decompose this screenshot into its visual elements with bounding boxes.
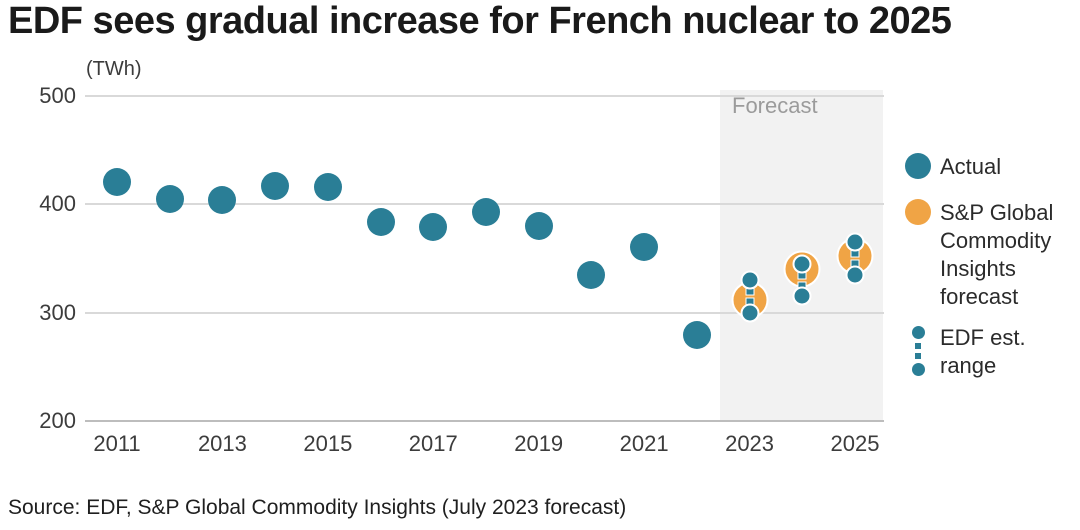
data-point-range-low-2025 — [845, 265, 865, 285]
legend-label-line: range — [940, 353, 997, 378]
legend-label-line: EDF est. — [940, 325, 1026, 350]
gridline-300 — [85, 311, 884, 314]
y-tick-label-300: 300 — [39, 299, 76, 325]
y-tick-label-500: 500 — [39, 83, 76, 108]
y-tick-label-200: 200 — [39, 408, 76, 433]
data-point-actual-2013 — [208, 186, 237, 214]
data-point-actual-2020 — [577, 260, 606, 289]
legend-label-sp-forecast: S&P Global Commodity Insights forecast — [940, 199, 1053, 311]
data-point-actual-2015 — [313, 173, 342, 201]
data-point-actual-2016 — [366, 207, 395, 236]
x-tick-label-2023: 2023 — [725, 431, 775, 456]
forecast-region-label: Forecast — [732, 93, 818, 118]
source-note: Source: EDF, S&P Global Commodity Insigh… — [8, 496, 627, 519]
y-axis-unit-label: (TWh) — [86, 58, 142, 80]
data-point-range-high-2023 — [740, 270, 760, 290]
data-point-range-high-2025 — [845, 232, 865, 252]
x-tick-label-2013: 2013 — [197, 431, 247, 456]
data-point-actual-2022 — [682, 321, 711, 350]
x-tick-label-2011: 2011 — [93, 431, 141, 456]
legend-label-actual: Actual — [940, 154, 1002, 179]
actual-dot-icon — [905, 153, 931, 179]
x-tick-label-2015: 2015 — [303, 431, 353, 456]
data-point-range-low-2023 — [740, 303, 760, 323]
chart-title: EDF sees gradual increase for French nuc… — [8, 0, 952, 42]
data-point-range-high-2024 — [792, 254, 812, 274]
legend: Actual S&P Global Commodity Insights for… — [905, 0, 1080, 530]
data-point-actual-2021 — [630, 232, 659, 261]
gridline-500 — [85, 95, 884, 97]
data-point-actual-2017 — [419, 213, 448, 242]
data-point-actual-2018 — [471, 197, 500, 226]
range-dots-icon — [911, 326, 925, 376]
data-point-actual-2019 — [524, 212, 553, 240]
forecast-dot-icon — [905, 199, 931, 225]
y-tick-label-400: 400 — [39, 191, 76, 217]
data-point-actual-2012 — [155, 184, 184, 213]
legend-label-edf-range: EDF est. range — [940, 324, 1026, 380]
legend-label-line: S&P Global — [940, 200, 1054, 225]
data-point-actual-2011 — [103, 167, 131, 196]
data-point-range-low-2024 — [792, 286, 812, 306]
gridline-200 — [85, 420, 884, 422]
legend-label-line: forecast — [940, 284, 1019, 309]
x-tick-label-2021: 2021 — [619, 431, 669, 456]
legend-label-line: Commodity — [940, 228, 1052, 253]
x-tick-label-2017: 2017 — [408, 431, 458, 456]
data-point-actual-2014 — [261, 171, 290, 200]
x-tick-label-2025: 2025 — [830, 431, 880, 456]
x-tick-label-2019: 2019 — [514, 431, 564, 456]
legend-label-line: Insights — [940, 256, 1016, 281]
